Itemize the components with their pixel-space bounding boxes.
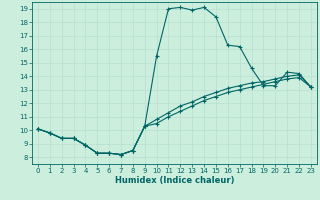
X-axis label: Humidex (Indice chaleur): Humidex (Indice chaleur) [115,176,234,185]
